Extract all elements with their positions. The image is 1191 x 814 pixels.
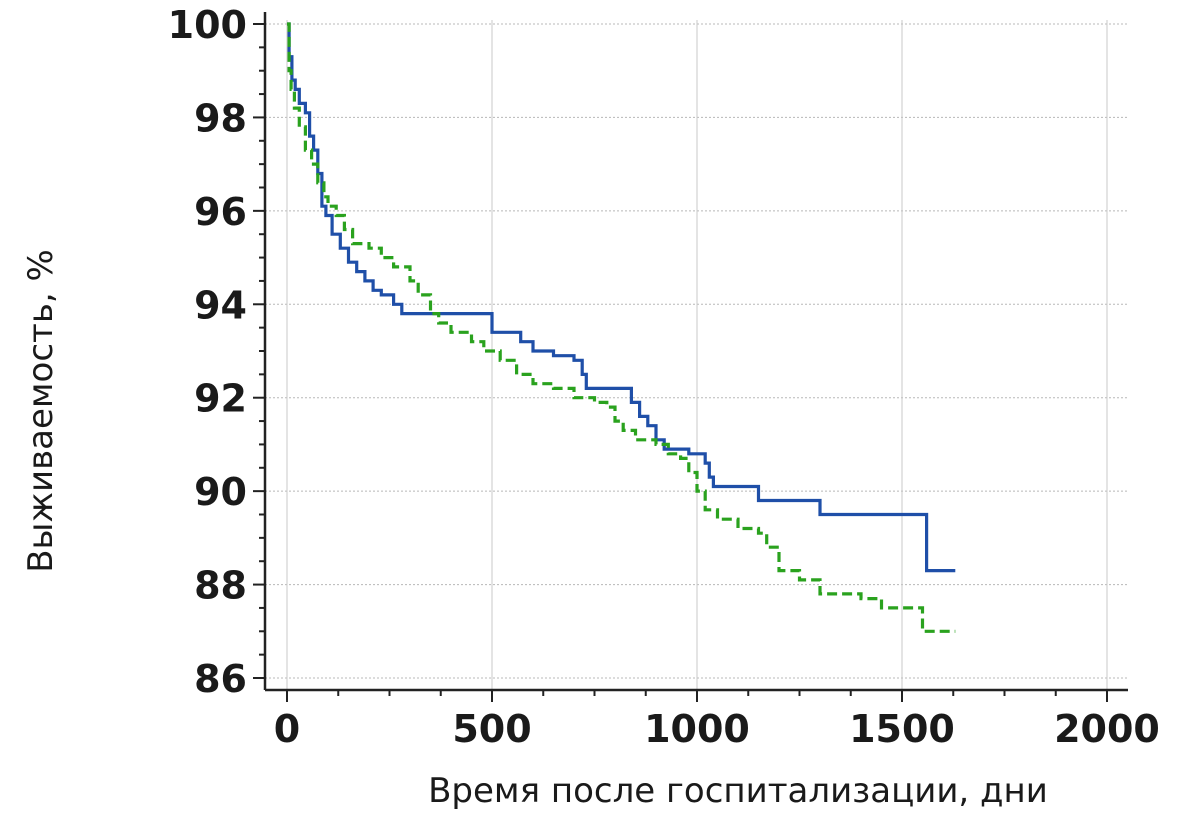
y-tick-labels: 86 88 90 92 94 96 98 100 [168,3,247,701]
y-tick-label: 96 [194,190,247,234]
survival-curve-solid [287,22,956,573]
x-tick-label: 500 [452,707,531,751]
y-tick-label: 88 [194,564,247,608]
y-tick-label: 100 [168,3,247,47]
x-tick-label: 2000 [1054,707,1160,751]
survival-curve-dashed [287,22,956,633]
x-tick-label: 1500 [849,707,955,751]
x-tick-label: 0 [274,707,300,751]
gridlines [265,20,1128,690]
x-tick-labels: 0 500 1000 1500 2000 [274,707,1160,751]
x-tick-label: 1000 [644,707,750,751]
y-tick-label: 92 [194,377,247,421]
x-axis-title: Время после госпитализации, дни [428,771,1048,811]
y-tick-label: 98 [194,96,247,140]
y-tick-label: 90 [194,470,247,514]
series-lines [287,22,956,633]
y-axis-title: Выживаемость, % [21,249,61,573]
axes [253,12,1128,702]
y-tick-label: 94 [194,283,247,327]
y-tick-label: 86 [194,657,247,701]
